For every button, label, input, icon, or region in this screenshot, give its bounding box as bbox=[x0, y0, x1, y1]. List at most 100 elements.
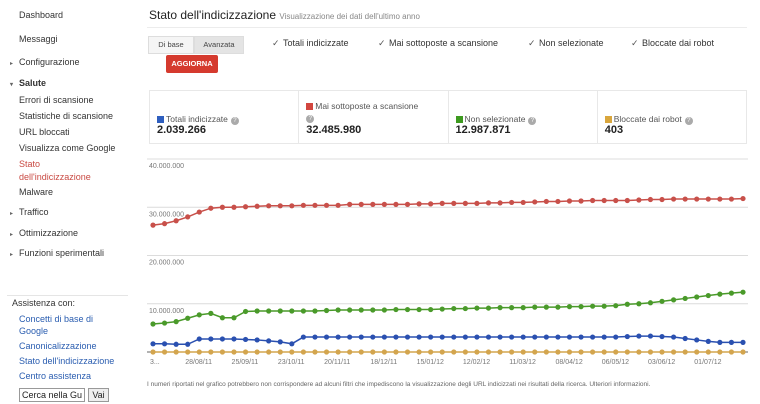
data-point[interactable] bbox=[335, 307, 341, 313]
data-point[interactable] bbox=[381, 307, 387, 313]
data-point[interactable] bbox=[439, 306, 445, 312]
data-point[interactable] bbox=[219, 315, 226, 321]
data-point[interactable] bbox=[647, 196, 654, 203]
data-point[interactable] bbox=[462, 305, 468, 312]
data-point[interactable] bbox=[601, 303, 607, 309]
data-point[interactable] bbox=[335, 202, 341, 208]
data-point[interactable] bbox=[451, 200, 457, 206]
data-point[interactable] bbox=[613, 334, 619, 340]
data-point[interactable] bbox=[404, 349, 411, 355]
data-point[interactable] bbox=[647, 300, 654, 306]
data-point[interactable] bbox=[393, 306, 399, 313]
data-point[interactable] bbox=[323, 307, 330, 314]
data-point[interactable] bbox=[312, 349, 318, 355]
data-point[interactable] bbox=[300, 308, 306, 314]
data-point[interactable] bbox=[358, 201, 364, 207]
data-point[interactable] bbox=[404, 334, 411, 340]
help-icon[interactable]: ? bbox=[684, 117, 693, 125]
data-point[interactable] bbox=[208, 205, 214, 211]
update-button[interactable]: AGGIORNA bbox=[166, 55, 218, 73]
data-point[interactable] bbox=[277, 349, 283, 355]
data-point[interactable] bbox=[185, 349, 191, 355]
data-point[interactable] bbox=[624, 349, 630, 355]
data-point[interactable] bbox=[740, 195, 746, 202]
data-point[interactable] bbox=[219, 204, 226, 210]
data-point[interactable] bbox=[451, 334, 457, 340]
data-point[interactable] bbox=[717, 349, 723, 355]
data-point[interactable] bbox=[393, 201, 399, 207]
nav-fetch-as-google[interactable]: Visualizza come Google bbox=[19, 143, 115, 153]
data-point[interactable] bbox=[624, 197, 630, 204]
data-point[interactable] bbox=[694, 337, 700, 343]
data-point[interactable] bbox=[740, 349, 746, 355]
more-info-link[interactable]: Ulteriori informazioni. bbox=[589, 381, 651, 388]
data-point[interactable] bbox=[462, 200, 468, 206]
data-point[interactable] bbox=[566, 198, 573, 204]
data-point[interactable] bbox=[485, 305, 492, 311]
data-point[interactable] bbox=[196, 209, 202, 215]
data-point[interactable] bbox=[381, 334, 387, 340]
data-point[interactable] bbox=[300, 334, 306, 340]
data-point[interactable] bbox=[636, 301, 642, 307]
nav-crawl-stats[interactable]: Statistiche di scansione bbox=[19, 111, 113, 121]
data-point[interactable] bbox=[266, 338, 272, 344]
data-point[interactable] bbox=[613, 303, 619, 309]
data-point[interactable] bbox=[428, 334, 434, 340]
data-point[interactable] bbox=[497, 305, 503, 311]
data-point[interactable] bbox=[242, 204, 249, 210]
data-point[interactable] bbox=[254, 337, 260, 343]
nav-index-status[interactable]: Stato dell'indicizzazione bbox=[19, 158, 91, 184]
data-point[interactable] bbox=[624, 333, 630, 340]
data-point[interactable] bbox=[150, 341, 156, 347]
data-point[interactable] bbox=[150, 321, 156, 327]
data-point[interactable] bbox=[161, 341, 168, 347]
data-point[interactable] bbox=[370, 307, 376, 313]
data-point[interactable] bbox=[717, 196, 723, 202]
data-point[interactable] bbox=[543, 304, 549, 310]
data-point[interactable] bbox=[208, 336, 214, 342]
data-point[interactable] bbox=[532, 199, 538, 205]
data-point[interactable] bbox=[613, 349, 619, 355]
data-point[interactable] bbox=[636, 333, 642, 339]
data-point[interactable] bbox=[555, 304, 561, 310]
data-point[interactable] bbox=[323, 349, 330, 355]
data-point[interactable] bbox=[509, 349, 515, 355]
data-point[interactable] bbox=[254, 203, 260, 209]
data-point[interactable] bbox=[717, 291, 723, 297]
data-point[interactable] bbox=[566, 349, 573, 355]
data-point[interactable] bbox=[451, 305, 457, 312]
data-point[interactable] bbox=[266, 203, 272, 209]
data-point[interactable] bbox=[520, 305, 526, 311]
data-point[interactable] bbox=[543, 334, 549, 340]
data-point[interactable] bbox=[474, 334, 480, 340]
data-point[interactable] bbox=[381, 201, 387, 207]
data-point[interactable] bbox=[497, 349, 503, 355]
data-point[interactable] bbox=[289, 203, 295, 209]
data-point[interactable] bbox=[705, 349, 711, 355]
data-point[interactable] bbox=[636, 349, 642, 355]
data-point[interactable] bbox=[520, 334, 526, 340]
data-point[interactable] bbox=[543, 198, 549, 205]
data-point[interactable] bbox=[566, 334, 573, 340]
data-point[interactable] bbox=[694, 349, 700, 355]
data-point[interactable] bbox=[312, 308, 318, 314]
data-point[interactable] bbox=[173, 319, 179, 325]
data-point[interactable] bbox=[462, 349, 468, 355]
data-point[interactable] bbox=[451, 349, 457, 355]
data-point[interactable] bbox=[289, 308, 295, 314]
data-point[interactable] bbox=[404, 201, 411, 207]
nav-malware[interactable]: Malware bbox=[19, 187, 53, 197]
data-point[interactable] bbox=[532, 349, 538, 355]
data-point[interactable] bbox=[161, 221, 168, 227]
data-point[interactable] bbox=[161, 349, 168, 355]
view-advanced-tab[interactable]: Avanzata bbox=[194, 36, 244, 54]
data-point[interactable] bbox=[161, 320, 168, 326]
data-point[interactable] bbox=[682, 196, 688, 202]
data-point[interactable] bbox=[335, 349, 341, 355]
data-point[interactable] bbox=[705, 338, 711, 344]
data-point[interactable] bbox=[728, 339, 735, 345]
data-point[interactable] bbox=[613, 197, 619, 204]
data-point[interactable] bbox=[705, 196, 711, 202]
nav-labs[interactable]: ▸ Funzioni sperimentali bbox=[10, 248, 104, 258]
data-point[interactable] bbox=[485, 200, 492, 206]
